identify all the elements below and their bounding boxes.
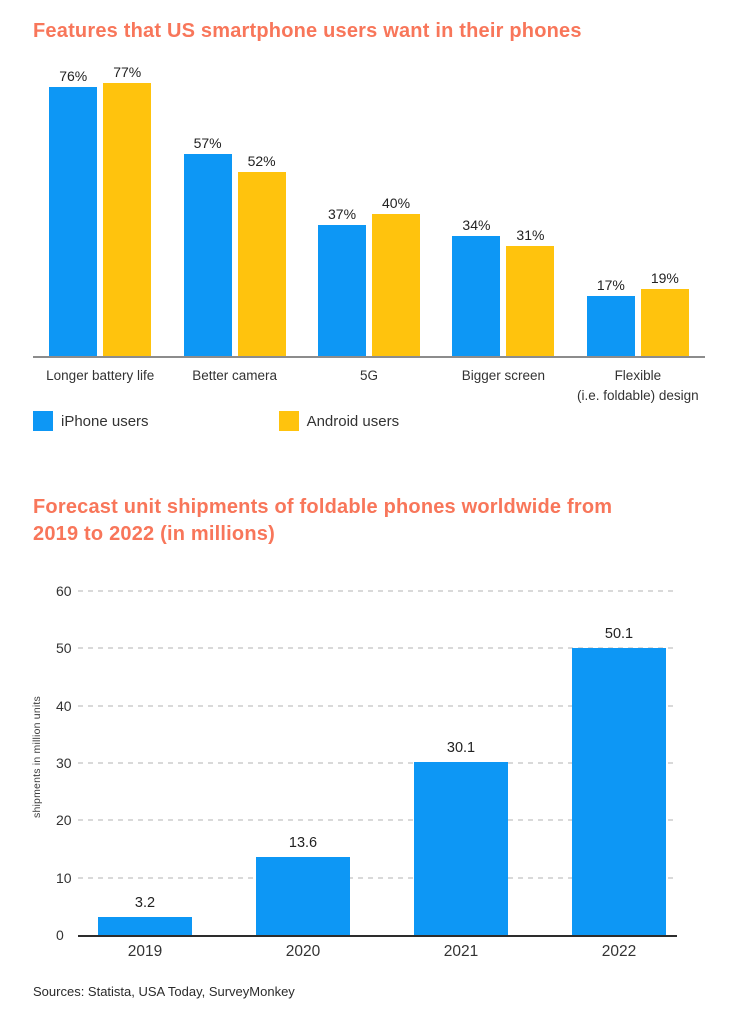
- y-tick-50: 50: [56, 640, 72, 657]
- bar-value-label: 19%: [650, 269, 679, 286]
- bar-value-label: 3.2: [134, 894, 156, 911]
- chart1-category-axis: Longer battery life Better camera 5G Bigger…: [33, 366, 705, 405]
- bar-value-label: 37%: [328, 205, 357, 222]
- legend-item-android-users: Android users: [278, 411, 400, 431]
- x-tick-2019: 2019: [127, 943, 163, 960]
- bar-value-label: 50.1: [604, 625, 634, 642]
- bar-value-label: 13.6: [288, 835, 318, 851]
- legend-item-iphone-users: iPhone users: [33, 411, 149, 431]
- bar-iphone-users-better-camera: [183, 153, 232, 356]
- y-tick-30: 30: [56, 755, 72, 771]
- legend-swatch-android-users: [278, 411, 299, 431]
- barcol-iphone-users: 17%: [586, 276, 635, 356]
- foldable-shipments-chart: 0 10 20 30 40 50 60 3.2 2019 13.6 2020 30.1 2021 50.1…: [56, 583, 677, 960]
- bar-value-label: 76%: [59, 67, 88, 84]
- bar-iphone-users-5g: [318, 224, 367, 356]
- barcol-android-users: 77%: [103, 64, 152, 356]
- bar-value-label: 34%: [462, 216, 491, 233]
- chart1-legend: iPhone users Android users: [33, 411, 399, 431]
- gridline-20: [78, 819, 677, 822]
- chart2-y-axis-label: shipments in million units: [31, 696, 43, 818]
- chart1-group-5g: 37% 40%: [302, 56, 436, 356]
- chart2-title: Forecast unit shipments of foldable phon…: [33, 496, 613, 545]
- barcol-android-users: 31%: [506, 227, 555, 356]
- barcol-iphone-users: 76%: [49, 67, 98, 356]
- category-label-flexible-i-e-foldable-design: Flexible (i.e. foldable) design: [577, 368, 699, 403]
- x-tick-2021: 2021: [443, 943, 479, 960]
- y-tick-60: 60: [56, 583, 72, 599]
- bar-2020: [256, 857, 350, 935]
- bar-value-label: 31%: [516, 227, 545, 244]
- x-tick-2020: 2020: [285, 943, 321, 960]
- y-tick-20: 20: [56, 812, 72, 829]
- gridline-30: [78, 762, 677, 764]
- chart1-group-bigger-screen: 34% 31%: [436, 56, 570, 356]
- legend-label-iphone-users: iPhone users: [61, 412, 149, 430]
- y-tick-40: 40: [56, 697, 72, 714]
- x-tick-2022: 2022: [601, 943, 637, 960]
- barcol-iphone-users: 37%: [318, 205, 367, 356]
- legend-label-android-users: Android users: [306, 412, 400, 430]
- barcol-iphone-users: 57%: [183, 134, 232, 356]
- bar-iphone-users-bigger-screen: [452, 235, 501, 356]
- bar-android-users-longer-battery-life: [103, 83, 152, 356]
- bar-iphone-users-flexible-i-e-foldable-design: [586, 295, 635, 356]
- bar-android-users-better-camera: [237, 171, 286, 356]
- bar-android-users-5g: [372, 214, 421, 356]
- category-label-bigger-screen: Bigger screen: [461, 368, 546, 383]
- barcol-iphone-users: 34%: [452, 216, 501, 356]
- gridline-50: [78, 647, 677, 650]
- bar-value-label: 52%: [247, 152, 276, 169]
- bar-value-label: 40%: [382, 195, 411, 212]
- chart1-group-better-camera: 57% 52%: [167, 56, 301, 356]
- gridline-40: [78, 704, 677, 707]
- bar-2021: [414, 762, 508, 935]
- legend-swatch-iphone-users: [33, 411, 53, 431]
- category-label-longer-battery-life: Longer battery life: [46, 368, 155, 383]
- gridline-60: [78, 590, 677, 592]
- bar-value-label: 57%: [193, 134, 222, 151]
- bar-value-label: 17%: [596, 276, 625, 293]
- barcol-android-users: 19%: [640, 269, 689, 356]
- bar-value-label: 30.1: [446, 740, 476, 757]
- chart1-title: Features that US smartphone users want i…: [33, 20, 582, 42]
- bar-android-users-bigger-screen: [506, 246, 555, 356]
- bar-2019: [98, 916, 192, 935]
- bar-2022: [572, 647, 666, 935]
- barcol-android-users: 52%: [237, 152, 286, 356]
- bar-value-label: 77%: [113, 64, 142, 80]
- y-tick-10: 10: [56, 869, 72, 886]
- y-tick-0: 0: [56, 927, 64, 943]
- gridline-10: [78, 876, 677, 879]
- chart1-group-longer-battery-life: 76% 77%: [33, 56, 167, 356]
- category-label-better-camera: Better camera: [192, 368, 277, 383]
- category-label-5g: 5G: [360, 368, 379, 383]
- sources-footer: Sources: Statista, USA Today, SurveyMonk…: [33, 984, 295, 999]
- bar-android-users-flexible-i-e-foldable-design: [640, 288, 689, 356]
- smartphone-features-chart: 76% 77% 57% 52% 37% 40% 34% 31% 17% 19%: [33, 56, 705, 358]
- barcol-android-users: 40%: [372, 195, 421, 356]
- bar-iphone-users-longer-battery-life: [49, 86, 98, 356]
- chart1-group-flexible-i-e-foldable-design: 17% 19%: [571, 56, 705, 356]
